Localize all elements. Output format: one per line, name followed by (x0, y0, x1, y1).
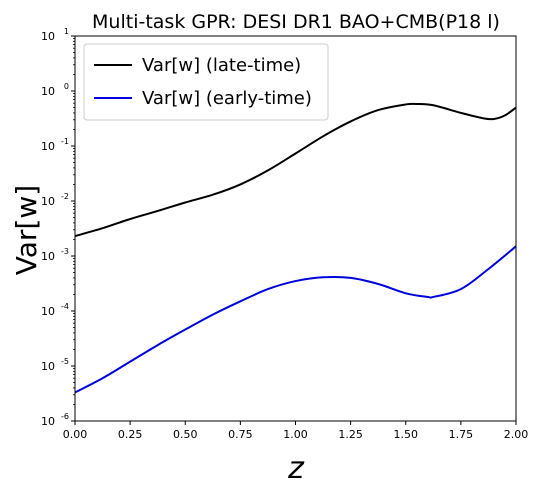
x-tick-label: 1.75 (449, 428, 474, 441)
x-tick-label: 1.50 (394, 428, 419, 441)
series-layer (74, 102, 517, 394)
legend: Var[w] (late-time) Var[w] (early-time) (83, 43, 329, 121)
x-tick-label: 0.75 (228, 428, 253, 441)
x-tick-label: 1.00 (283, 428, 308, 441)
y-tick-label: 10 -4 (41, 302, 69, 318)
series-line-0 (74, 102, 517, 238)
y-tick-label: 10 -5 (41, 357, 69, 373)
y-axis-label: Var[w] (10, 185, 43, 275)
x-axis-label: z (287, 451, 305, 486)
y-tick-label: 10 -6 (41, 412, 69, 428)
series-line-1 (74, 245, 517, 394)
y-tick-label: 10 0 (41, 82, 69, 98)
x-tick-label: 0.50 (173, 428, 198, 441)
legend-label-late-time: Var[w] (late-time) (142, 55, 301, 76)
x-tick-label: 2.00 (504, 428, 529, 441)
x-tick-label: 1.25 (338, 428, 363, 441)
y-tick-label: 10 -1 (41, 137, 69, 153)
chart-title: Multi-task GPR: DESI DR1 BAO+CMB(P18 l) (92, 11, 500, 33)
x-axis: 0.00 0.25 0.50 0.75 1.00 1.25 1.50 1.75 2.00 (63, 421, 529, 441)
y-tick-label: 10 -2 (41, 192, 69, 208)
x-tick-label: 0.00 (63, 428, 88, 441)
legend-label-early-time: Var[w] (early-time) (142, 88, 312, 109)
legend-box (83, 43, 329, 121)
y-tick-label: 10 -3 (41, 247, 69, 263)
x-tick-label: 0.25 (118, 428, 143, 441)
y-tick-label: 10 1 (41, 27, 69, 43)
